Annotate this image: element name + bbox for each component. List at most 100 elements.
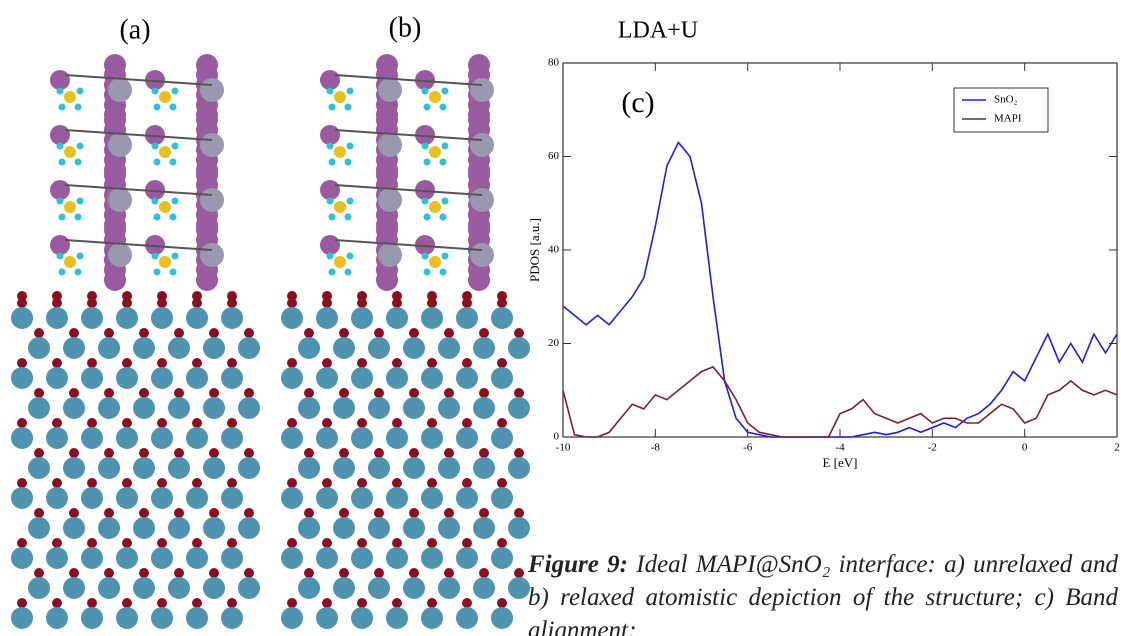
- bond: [335, 240, 482, 250]
- h-atom: [440, 269, 447, 276]
- i-atom: [50, 125, 70, 145]
- sn-atom: [491, 487, 513, 509]
- sn-atom: [46, 607, 68, 629]
- o-atom: [427, 538, 437, 548]
- sn-atom: [438, 517, 460, 539]
- o-atom: [392, 291, 402, 301]
- o-atom: [409, 508, 419, 518]
- sn-atom: [186, 607, 208, 629]
- sn-atom: [403, 397, 425, 419]
- o-atom: [409, 448, 419, 458]
- h-atom: [327, 143, 334, 150]
- h-atom: [172, 253, 179, 260]
- y-tick-label: 40: [548, 244, 560, 256]
- sn-atom: [421, 427, 443, 449]
- x-tick-label: 2: [1114, 442, 1120, 454]
- sn-atom: [238, 577, 260, 599]
- o-atom: [157, 291, 167, 301]
- h-atom: [154, 269, 161, 276]
- sn-atom: [368, 337, 390, 359]
- o-atom: [104, 388, 114, 398]
- sn-atom: [168, 397, 190, 419]
- sn-atom: [81, 307, 103, 329]
- o-atom: [87, 291, 97, 301]
- o-atom: [209, 328, 219, 338]
- sn-atom: [221, 607, 243, 629]
- sn-atom: [421, 607, 443, 629]
- o-atom: [479, 568, 489, 578]
- c-atom: [429, 256, 441, 268]
- sn-atom: [491, 307, 513, 329]
- o-atom: [174, 568, 184, 578]
- h-atom: [422, 143, 429, 150]
- pb-atom: [470, 243, 494, 267]
- o-atom: [514, 448, 524, 458]
- o-atom: [122, 598, 132, 608]
- o-atom: [52, 358, 62, 368]
- sn-atom: [203, 517, 225, 539]
- h-atom: [424, 269, 431, 276]
- o-atom: [322, 358, 332, 368]
- o-atom: [392, 358, 402, 368]
- pb-atom: [200, 78, 224, 102]
- o-atom: [209, 568, 219, 578]
- h-atom: [329, 159, 336, 166]
- sn-atom: [386, 487, 408, 509]
- h-atom: [77, 88, 84, 95]
- sn-atom: [508, 517, 530, 539]
- h-atom: [440, 104, 447, 111]
- h-atom: [77, 143, 84, 150]
- o-atom: [479, 388, 489, 398]
- bond: [335, 185, 482, 195]
- o-atom: [122, 358, 132, 368]
- sn-atom: [238, 397, 260, 419]
- o-atom: [34, 568, 44, 578]
- o-atom: [17, 418, 27, 428]
- h-atom: [152, 88, 159, 95]
- o-atom: [322, 291, 332, 301]
- o-atom: [139, 328, 149, 338]
- o-atom: [409, 388, 419, 398]
- o-atom: [244, 328, 254, 338]
- y-axis-label: PDOS [a.u.]: [527, 218, 542, 282]
- i-atom: [50, 235, 70, 255]
- sn-atom: [368, 517, 390, 539]
- sn-atom: [456, 547, 478, 569]
- x-tick-label: -2: [928, 442, 937, 454]
- sn-atom: [403, 337, 425, 359]
- o-atom: [374, 328, 384, 338]
- x-tick-label: -6: [743, 442, 753, 454]
- sn-atom: [456, 487, 478, 509]
- sn-atom: [456, 607, 478, 629]
- pb-atom: [470, 188, 494, 212]
- sn-atom: [456, 367, 478, 389]
- o-atom: [497, 358, 507, 368]
- o-atom: [304, 568, 314, 578]
- sn-atom: [133, 577, 155, 599]
- sn-atom: [281, 487, 303, 509]
- sn-atom: [438, 457, 460, 479]
- o-atom: [357, 598, 367, 608]
- o-atom: [462, 358, 472, 368]
- h-atom: [77, 198, 84, 205]
- o-atom: [322, 598, 332, 608]
- i-atom: [104, 269, 126, 291]
- sn-atom: [351, 487, 373, 509]
- o-atom: [357, 358, 367, 368]
- sn-atom: [11, 487, 33, 509]
- h-atom: [347, 253, 354, 260]
- o-atom: [287, 418, 297, 428]
- o-atom: [479, 508, 489, 518]
- sn-atom: [116, 367, 138, 389]
- sn-atom: [81, 427, 103, 449]
- o-atom: [497, 598, 507, 608]
- h-atom: [329, 214, 336, 221]
- sn-atom: [386, 607, 408, 629]
- o-atom: [479, 328, 489, 338]
- h-atom: [347, 198, 354, 205]
- o-atom: [444, 508, 454, 518]
- sn-atom: [316, 487, 338, 509]
- o-atom: [209, 388, 219, 398]
- c-atom: [429, 201, 441, 213]
- i-atom: [376, 269, 398, 291]
